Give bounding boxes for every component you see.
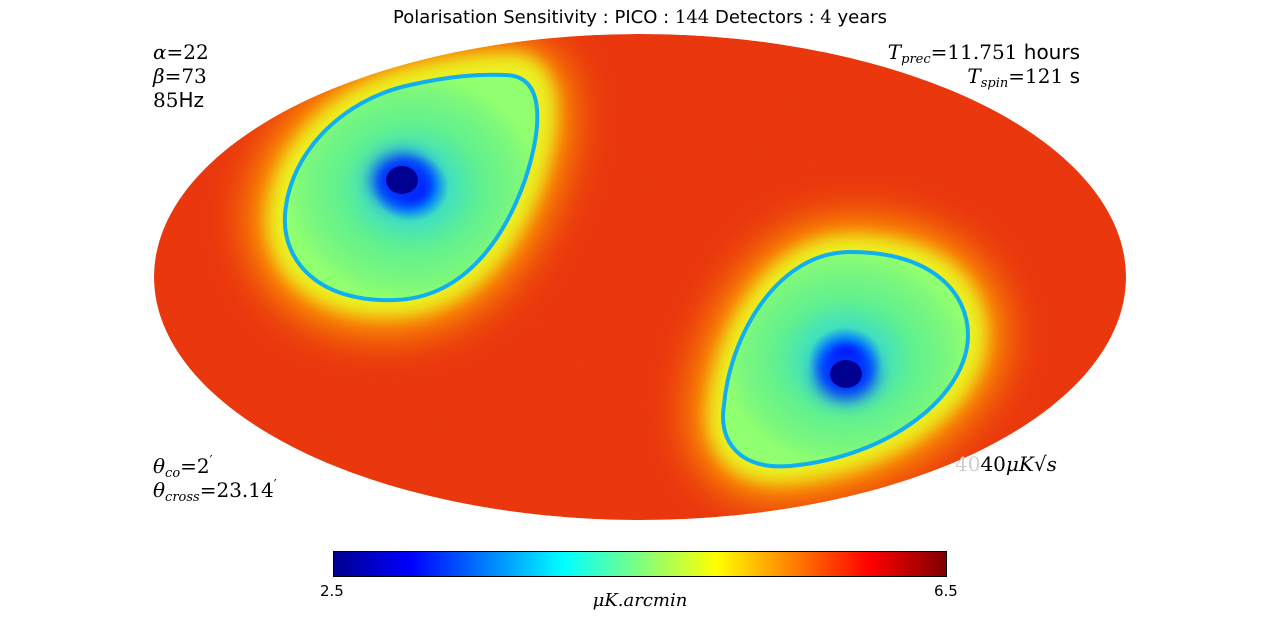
minimum-south-core — [830, 360, 862, 388]
theta-cross-label: θcross=23.14′ — [153, 478, 277, 505]
t-prec-label: Tprec=11.751 hours — [887, 40, 1080, 67]
colorbar-max-tick: 6.5 — [934, 582, 958, 600]
net-label: 4040μK√s — [955, 452, 1057, 476]
contour-south — [721, 249, 971, 469]
beam-parameters: θco=2′ θcross=23.14′ — [153, 454, 277, 505]
theta-co-label: θco=2′ — [153, 454, 213, 481]
alpha-label: α=22 — [153, 40, 209, 64]
contour-north — [282, 72, 540, 303]
beta-label: β=73 — [153, 64, 207, 88]
scan-parameters: α=22 β=73 85Hz — [153, 40, 209, 112]
frequency-label: 85Hz — [153, 88, 204, 112]
colorbar-min-tick: 2.5 — [320, 582, 344, 600]
t-spin-label: Tspin=121 s — [967, 64, 1080, 91]
colorbar-label: μK.arcmin — [592, 590, 688, 611]
minimum-north-core — [386, 166, 418, 194]
chart-title: Polarisation Sensitivity : PICO : 144 De… — [392, 7, 888, 28]
timing-parameters: Tprec=11.751 hours Tspin=121 s — [887, 40, 1080, 91]
colorbar-gradient — [334, 552, 946, 576]
colorbar — [333, 551, 947, 577]
